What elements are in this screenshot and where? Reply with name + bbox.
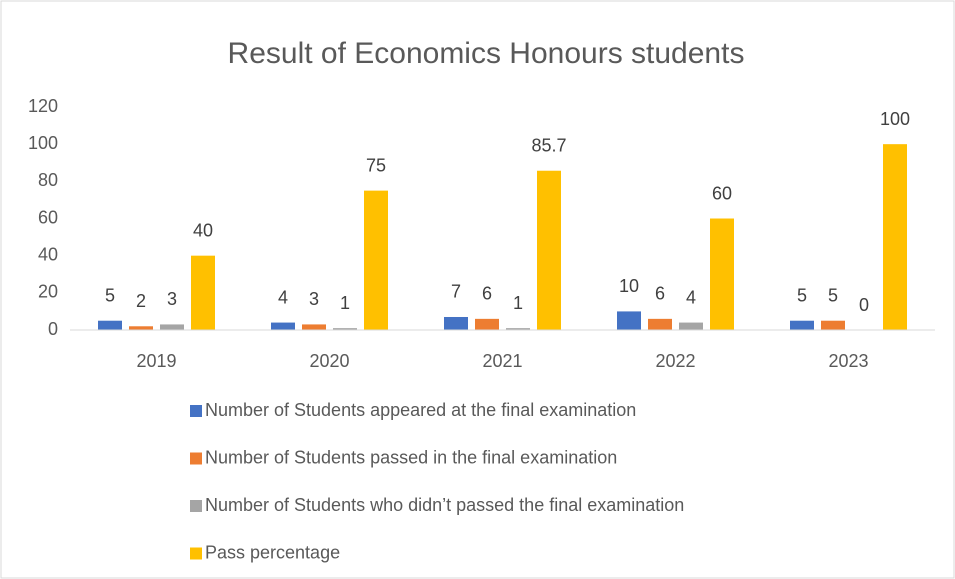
- bar: [302, 324, 326, 330]
- bar: [160, 324, 184, 330]
- legend-label: Number of Students appeared at the final…: [205, 400, 636, 420]
- bar: [883, 144, 907, 330]
- bar: [271, 322, 295, 330]
- bar: [617, 311, 641, 330]
- bar: [537, 170, 561, 330]
- bar: [821, 320, 845, 330]
- bar: [191, 255, 215, 330]
- data-label: 100: [880, 109, 910, 129]
- y-tick-label: 80: [38, 170, 58, 190]
- data-label: 4: [278, 287, 288, 307]
- bar: [679, 322, 703, 330]
- legend-swatch: [190, 500, 202, 512]
- data-label: 1: [340, 293, 350, 313]
- data-label: 60: [712, 183, 732, 203]
- x-tick-label: 2023: [828, 351, 868, 371]
- data-label: 5: [828, 285, 838, 305]
- data-label: 2: [136, 291, 146, 311]
- legend-label: Number of Students passed in the final e…: [205, 447, 617, 467]
- data-label: 4: [686, 287, 696, 307]
- x-tick-label: 2021: [482, 351, 522, 371]
- bar: [98, 320, 122, 330]
- bar: [333, 328, 357, 330]
- legend-swatch: [190, 405, 202, 417]
- legend-label: Number of Students who didn’t passed the…: [205, 495, 684, 515]
- data-label: 3: [309, 289, 319, 309]
- data-label: 1: [513, 293, 523, 313]
- y-tick-label: 20: [38, 282, 58, 302]
- bar: [710, 218, 734, 330]
- bar: [364, 190, 388, 330]
- data-label: 5: [105, 285, 115, 305]
- data-label: 10: [619, 276, 639, 296]
- data-label: 6: [655, 284, 665, 304]
- legend-swatch: [190, 547, 202, 560]
- data-label: 0: [859, 295, 869, 315]
- y-tick-label: 120: [28, 96, 58, 116]
- data-label: 7: [451, 282, 461, 302]
- bar: [444, 316, 468, 330]
- data-label: 3: [167, 289, 177, 309]
- bar: [790, 320, 814, 330]
- y-tick-label: 0: [48, 319, 58, 339]
- x-tick-label: 2022: [655, 351, 695, 371]
- data-label: 40: [193, 220, 213, 240]
- bar: [648, 318, 672, 330]
- y-tick-label: 60: [38, 207, 58, 227]
- chart-title: Result of Economics Honours students: [228, 37, 745, 70]
- y-tick-label: 40: [38, 244, 58, 264]
- bar: [506, 328, 530, 330]
- x-tick-label: 2020: [309, 351, 349, 371]
- bar: [129, 326, 153, 330]
- data-label: 75: [366, 155, 386, 175]
- data-label: 5: [797, 285, 807, 305]
- data-label: 6: [482, 284, 492, 304]
- legend-swatch: [190, 452, 202, 465]
- x-tick-label: 2019: [136, 351, 176, 371]
- data-label: 85.7: [531, 135, 566, 155]
- legend-label: Pass percentage: [205, 542, 340, 562]
- bar: [475, 318, 499, 330]
- y-tick-label: 100: [28, 133, 58, 153]
